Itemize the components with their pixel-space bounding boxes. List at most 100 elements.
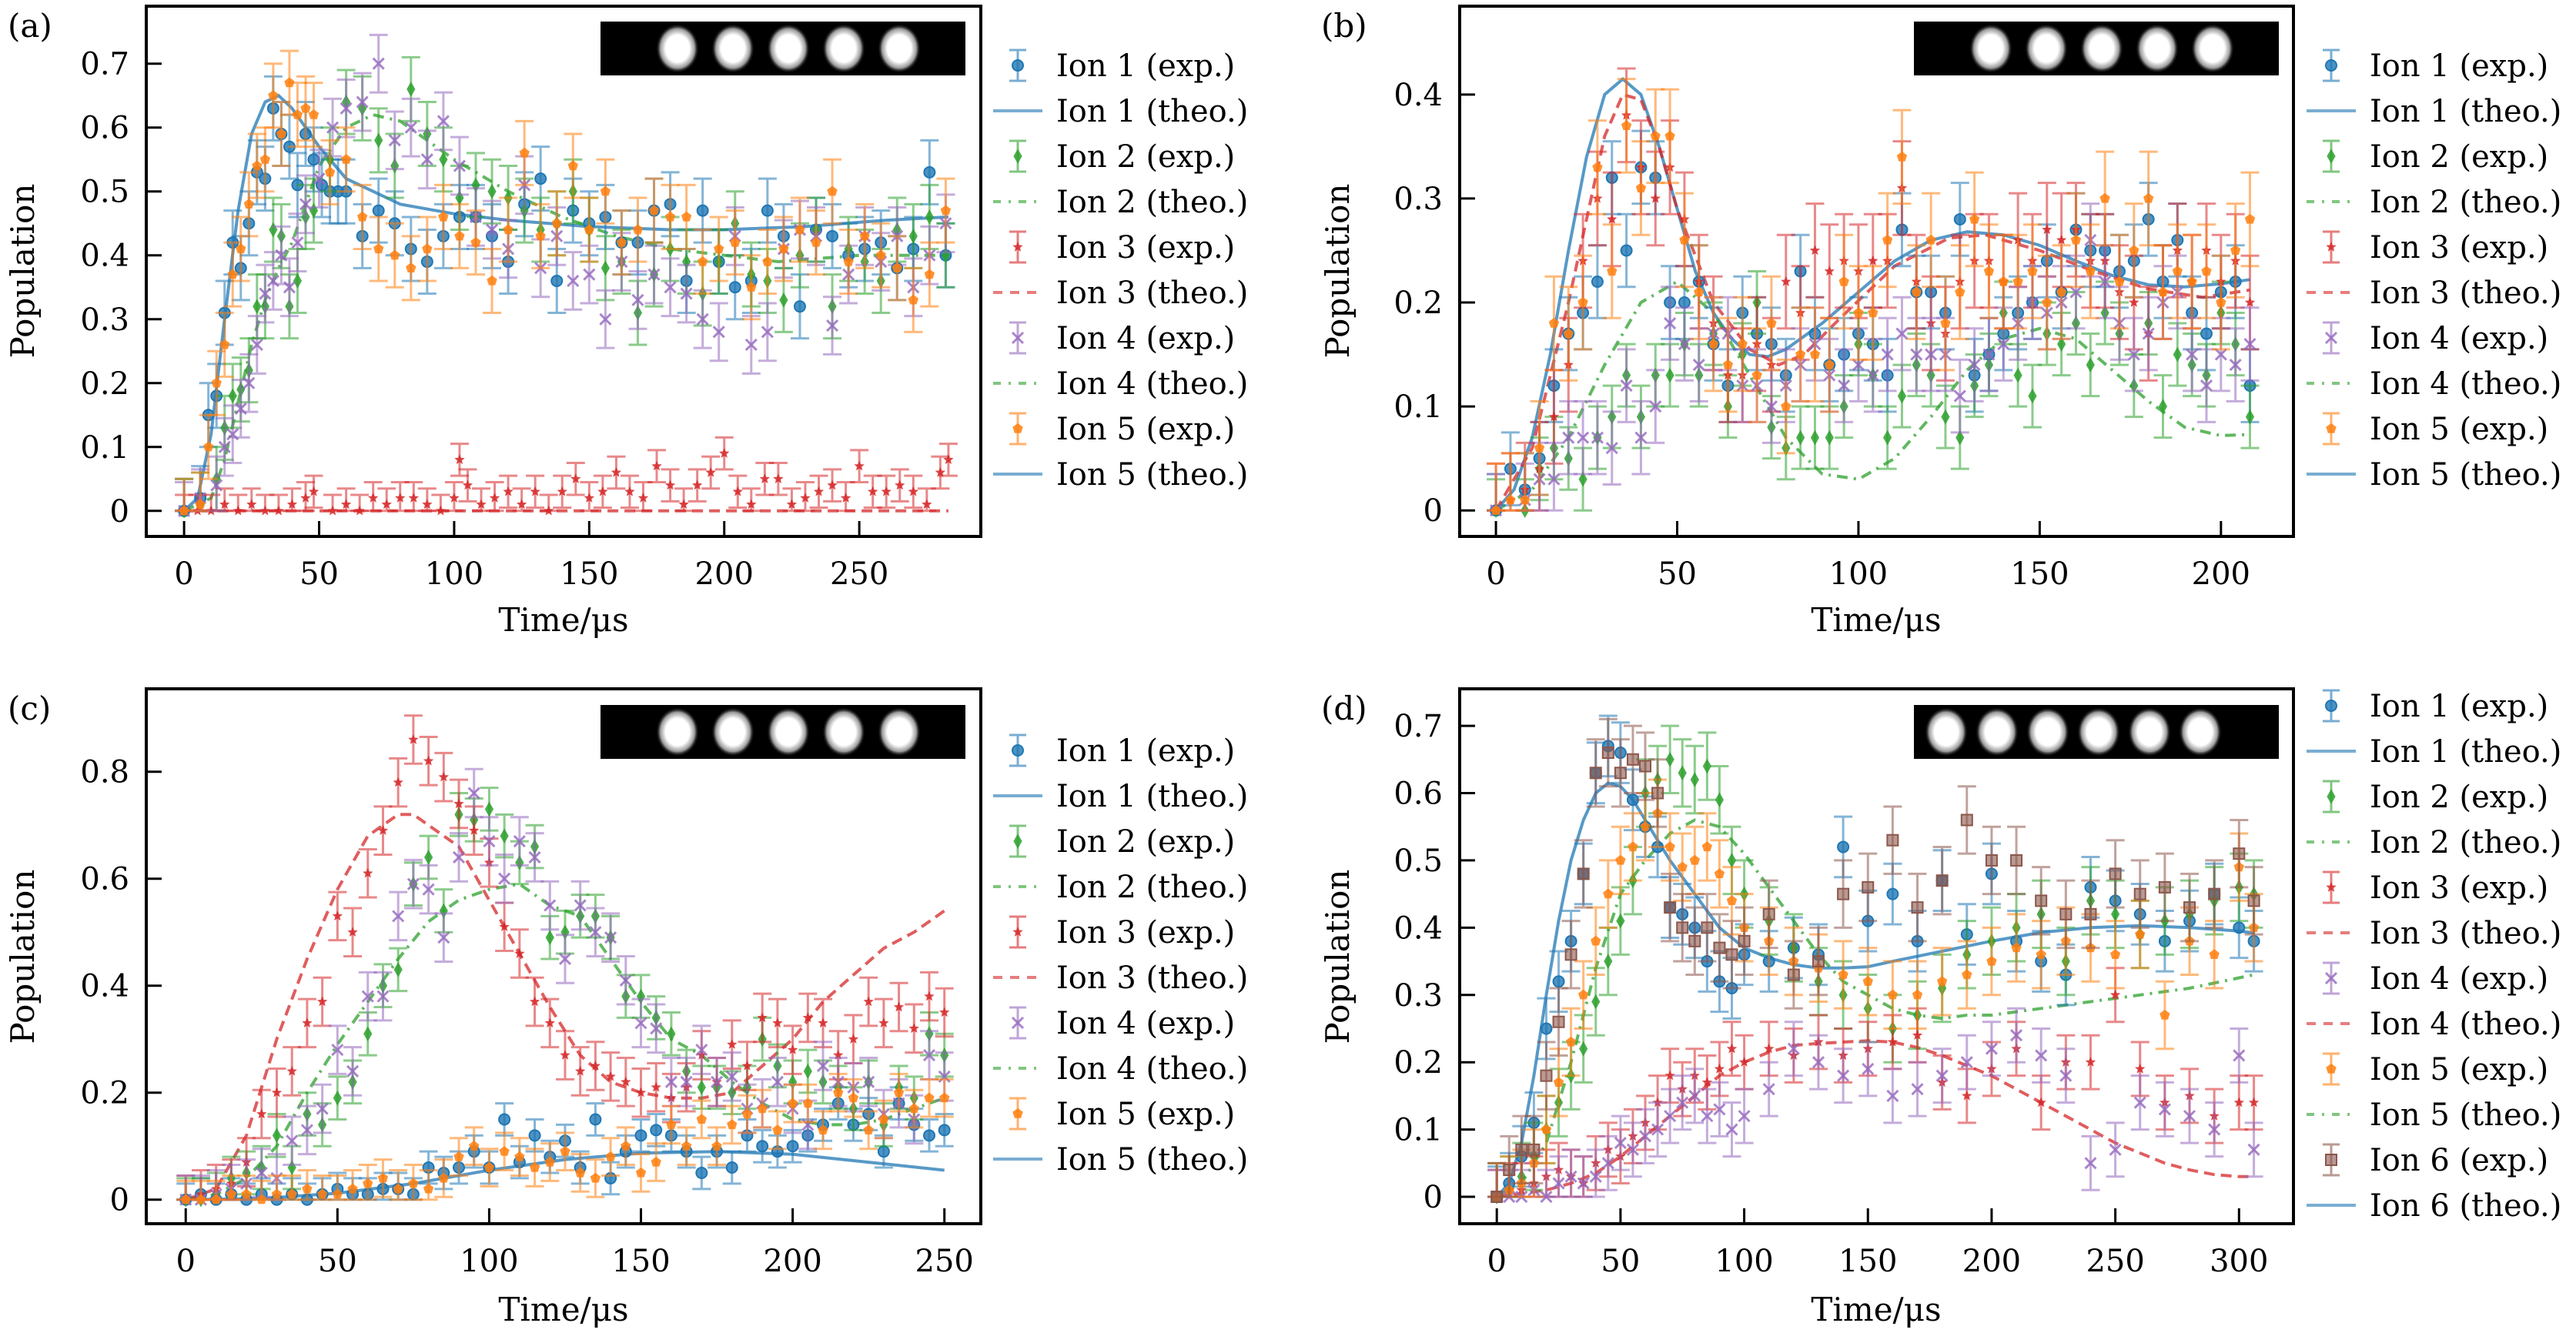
data-point [373, 243, 384, 254]
data-point [528, 850, 541, 864]
data-point [2248, 1097, 2260, 1107]
data-point [1986, 956, 1997, 966]
data-point [935, 467, 945, 477]
data-point [1640, 821, 1651, 831]
data-point [332, 1188, 343, 1199]
y-axis-label: Population [1319, 184, 1357, 359]
legend-marker-icon [1013, 149, 1022, 164]
ion-spot [2077, 707, 2120, 757]
data-point [374, 132, 383, 149]
x-tick-label: 200 [763, 1244, 821, 1279]
data-point [1620, 244, 1633, 257]
legend-label: Ion 1 (exp.) [2370, 689, 2548, 724]
data-point [2208, 887, 2221, 900]
data-point [2158, 399, 2168, 414]
data-point [589, 1113, 602, 1126]
data-point [2085, 266, 2096, 276]
data-point [651, 1081, 661, 1092]
data-point [826, 229, 839, 242]
legend-marker-icon [1012, 59, 1024, 72]
data-point [316, 1102, 329, 1115]
experiment-series [175, 436, 958, 516]
data-point [682, 254, 691, 269]
data-point [2109, 1143, 2122, 1156]
data-point [1651, 787, 1664, 800]
data-point [476, 499, 487, 509]
data-point [2214, 348, 2227, 361]
data-point [1676, 1096, 1689, 1109]
legend-label: Ion 1 (theo.) [2370, 734, 2561, 770]
legend-marker-icon [2326, 242, 2337, 252]
data-point [1564, 1170, 1577, 1183]
data-point [1649, 400, 1662, 413]
x-tick-label: 100 [1829, 556, 1888, 592]
data-point [1677, 861, 1688, 872]
data-point [854, 460, 865, 471]
data-point [1866, 369, 1879, 382]
ion-spot [2025, 24, 2068, 73]
data-point [438, 1172, 449, 1183]
data-point [1578, 471, 1587, 487]
data-point [308, 109, 319, 119]
data-point [2230, 245, 2241, 256]
data-point [210, 479, 223, 492]
data-point [388, 134, 401, 147]
data-point [635, 1168, 647, 1178]
inset-ion-image [601, 705, 965, 759]
data-point [624, 486, 635, 496]
data-point [2183, 1110, 2196, 1123]
data-point [1664, 130, 1675, 141]
data-point [1615, 854, 1626, 865]
legend-label: Ion 1 (theo.) [1056, 94, 1248, 129]
legend-item: Ion 1 (exp.) [1009, 733, 1235, 769]
data-point [923, 165, 936, 179]
data-point [2084, 907, 2097, 920]
data-point [302, 1017, 313, 1027]
data-point [696, 204, 709, 217]
data-point [268, 90, 279, 100]
data-point [406, 877, 420, 890]
data-point [1838, 379, 1851, 393]
data-point [1621, 120, 1632, 130]
data-point [1579, 1041, 1588, 1057]
data-point [818, 1124, 828, 1134]
legend-item: Ion 5 (exp.) [1009, 1097, 1235, 1132]
data-point [648, 205, 660, 215]
data-point [1881, 348, 1894, 361]
legend-item: Ion 5 (exp.) [2323, 412, 2548, 447]
data-point [1603, 888, 1614, 899]
data-point [2012, 276, 2023, 286]
data-point [730, 237, 741, 247]
data-point [1690, 772, 1699, 787]
legend-item: Ion 3 (exp.) [2323, 230, 2548, 266]
data-point [503, 486, 514, 496]
data-point [180, 1194, 191, 1204]
panel-label: (b) [1321, 7, 1367, 45]
legend-label: Ion 4 (exp.) [1056, 1006, 1235, 1041]
data-point [1589, 1170, 1602, 1183]
legend-item: Ion 2 (exp.) [1009, 139, 1235, 175]
data-point [924, 991, 935, 1001]
data-point [1935, 1069, 1949, 1082]
data-point [408, 1178, 419, 1188]
data-point [243, 199, 254, 209]
data-point [1520, 494, 1531, 505]
data-point [2143, 192, 2154, 203]
data-point [1762, 1083, 1775, 1096]
data-point [519, 147, 530, 158]
data-point [393, 777, 403, 787]
data-point [500, 828, 509, 844]
data-point [877, 1145, 890, 1158]
data-point [393, 962, 403, 977]
data-point [772, 1124, 783, 1134]
x-tick-label: 0 [176, 1244, 196, 1279]
legend-item: Ion 4 (exp.) [2323, 321, 2548, 356]
data-point [619, 974, 632, 987]
experiment-series [176, 1072, 954, 1204]
data-point [203, 441, 214, 452]
data-point [1962, 969, 1972, 980]
theory-line [185, 813, 945, 1201]
legend-label: Ion 2 (exp.) [2370, 139, 2548, 175]
data-point [1897, 388, 1907, 404]
data-point [438, 211, 449, 222]
